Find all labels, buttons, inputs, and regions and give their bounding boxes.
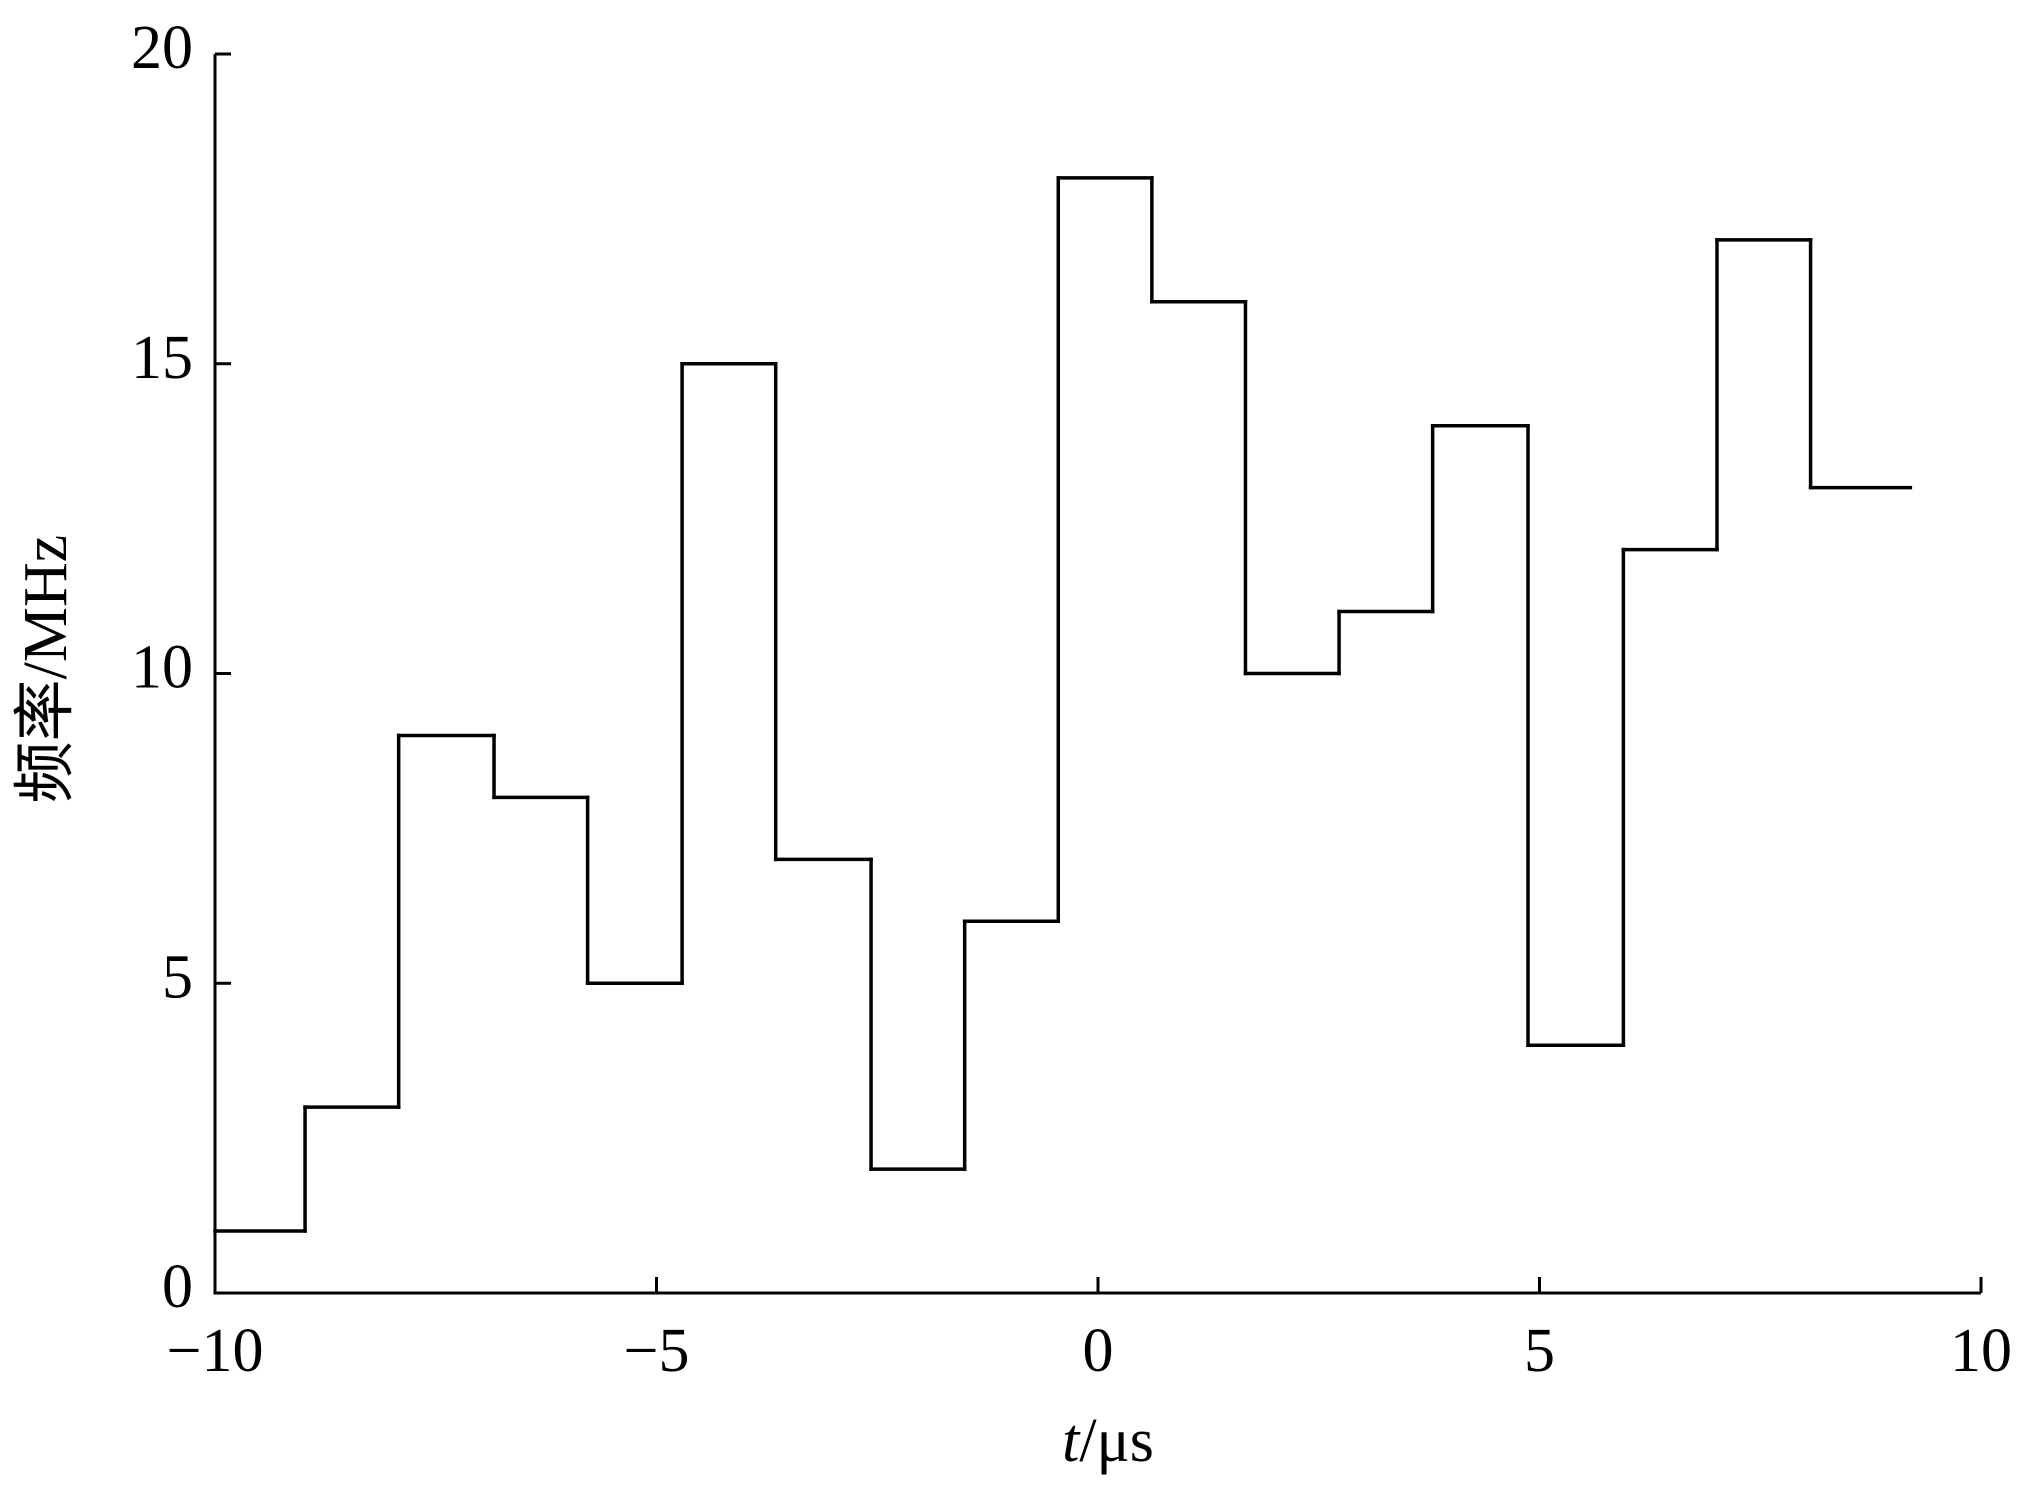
x-axis-label: t/μs [1062, 1407, 1154, 1475]
y-axis-label: 频率/MHz [12, 535, 80, 804]
x-tick-label: 10 [1950, 1317, 2012, 1385]
x-axis-unit: /μs [1079, 1407, 1154, 1475]
x-axis-symbol: t [1062, 1407, 1081, 1475]
x-tick-label: 5 [1524, 1317, 1555, 1385]
y-tick-label: 10 [131, 634, 193, 702]
x-tick-label: −5 [624, 1317, 690, 1385]
x-tick-label: 0 [1083, 1317, 1114, 1385]
y-tick-label: 0 [162, 1253, 193, 1321]
x-tick-label: −10 [167, 1317, 264, 1385]
y-tick-label: 15 [131, 324, 193, 392]
y-tick-label: 20 [131, 14, 193, 82]
y-tick-label: 5 [162, 943, 193, 1011]
